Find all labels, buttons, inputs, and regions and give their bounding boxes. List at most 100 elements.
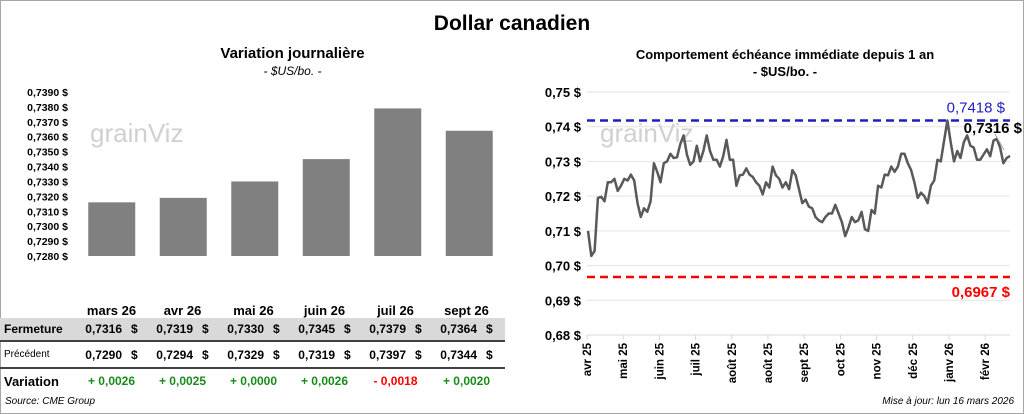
currency-symbol: $ — [273, 347, 280, 362]
y-tick-label: 0,7350 $ — [27, 147, 68, 159]
price-line — [586, 119, 1011, 258]
currency-symbol: $ — [344, 322, 351, 336]
table-header: mars 26 avr 26 mai 26 juin 26 juil 26 se… — [0, 298, 505, 322]
table-row-previous: Précédent 0,7290 $ 0,7294 $ 0,7329 $ 0,7319… — [0, 342, 505, 369]
cell-value: 0,7294 — [156, 347, 193, 362]
col-header: mai 26 — [233, 302, 274, 318]
last-value-label: 0,7316 $ — [964, 120, 1023, 137]
bar-mars-26 — [88, 202, 136, 256]
x-tick-label: oct 25 — [835, 342, 847, 376]
x-tick-label: août 25 — [727, 342, 739, 383]
y-tick-label: 0,7330 $ — [27, 176, 68, 188]
x-tick-label: févr 26 — [980, 343, 992, 380]
row-label: Variation — [4, 373, 59, 389]
y-tick-label: 0,7280 $ — [27, 251, 68, 263]
table-cell: 0,7294 $ — [147, 348, 218, 362]
bar-chart-subtitle: - $US/bo. - — [263, 64, 322, 78]
y-tick-label: 0,7340 $ — [27, 162, 68, 174]
watermark: grainViz — [600, 118, 693, 148]
y-tick-label: 0,7310 $ — [27, 206, 68, 218]
col-header: avr 26 — [163, 302, 202, 318]
table-row-close: Fermeture 0,7316 $ 0,7319 $ 0,7330 $ 0,7345… — [0, 318, 505, 342]
variation-value: + 0,0000 — [229, 374, 278, 388]
x-tick-label: nov 25 — [872, 342, 884, 379]
table-cell: 0,7364 $ — [431, 322, 502, 336]
x-tick-label: juin 25 — [654, 342, 666, 380]
line-chart-subtitle: - $US/bo. - — [752, 64, 818, 79]
col-header: mars 26 — [86, 302, 137, 318]
cell-value: 0,7319 — [156, 322, 193, 336]
table-row-variation: Variation + 0,0026 + 0,0025 + 0,0000 + 0… — [0, 369, 505, 393]
cell-value: 0,7290 — [85, 347, 122, 362]
cell-value: 0,7316 — [85, 322, 122, 336]
bar-mai-26 — [231, 181, 279, 256]
y-tick-label: 0,7380 $ — [27, 102, 68, 114]
x-tick-label: sept 25 — [799, 342, 811, 382]
variation-value: + 0,0026 — [87, 374, 136, 388]
y-tick-label: 0,7390 $ — [27, 87, 68, 99]
y-tick-label: 0,68 $ — [545, 328, 582, 343]
y-tick-label: 0,7290 $ — [27, 236, 68, 248]
y-tick-label: 0,7320 $ — [27, 191, 68, 203]
cell-value: 0,7319 — [298, 347, 335, 362]
table-cell: 0,7397 $ — [360, 348, 431, 362]
bar-chart-title: Variation journalière — [220, 45, 365, 62]
currency-symbol: $ — [202, 347, 209, 362]
y-tick-label: 0,7370 $ — [27, 117, 68, 129]
bar-juil-26 — [374, 108, 422, 257]
watermark: grainViz — [90, 118, 183, 148]
table-cell: 0,7330 $ — [218, 322, 289, 336]
reference-label: 0,7418 $ — [947, 99, 1006, 116]
currency-symbol: $ — [131, 347, 138, 362]
x-tick-label: janv 26 — [944, 343, 956, 383]
table-cell: 0,7329 $ — [218, 348, 289, 362]
table-cell: 0,7290 $ — [76, 348, 147, 362]
y-tick-label: 0,73 $ — [545, 154, 582, 169]
y-tick-label: 0,74 $ — [545, 120, 582, 135]
cell-value: 0,7397 — [369, 347, 406, 362]
table-cell: 0,7319 $ — [147, 322, 218, 336]
x-tick-label: déc 25 — [908, 342, 920, 378]
bar-avr-26 — [159, 197, 207, 256]
y-tick-label: 0,69 $ — [545, 293, 582, 308]
update-date: Mise à jour: lun 16 mars 2026 — [882, 396, 1014, 407]
currency-symbol: $ — [486, 322, 493, 336]
table-cell: 0,7344 $ — [431, 348, 502, 362]
row-label: Précédent — [4, 349, 50, 360]
variation-value: + 0,0020 — [442, 374, 491, 388]
table-cell: 0,7345 $ — [289, 322, 360, 336]
currency-symbol: $ — [202, 322, 209, 336]
cell-value: 0,7344 — [440, 347, 477, 362]
cell-value: 0,7379 — [369, 322, 406, 336]
y-tick-label: 0,70 $ — [545, 259, 582, 274]
last-label-leader — [994, 133, 1005, 151]
currency-symbol: $ — [415, 322, 422, 336]
line-chart-title: Comportement échéance immédiate depuis 1… — [635, 47, 935, 62]
x-tick-label: août 25 — [763, 342, 775, 383]
y-tick-label: 0,7300 $ — [27, 221, 68, 233]
col-header: sept 26 — [444, 302, 489, 318]
y-tick-label: 0,75 $ — [545, 85, 582, 100]
variation-value: - 0,0018 — [373, 374, 418, 388]
bar-juin-26 — [302, 159, 350, 256]
row-label: Fermeture — [4, 322, 63, 336]
y-tick-label: 0,7360 $ — [27, 132, 68, 144]
y-tick-label: 0,71 $ — [545, 224, 582, 239]
cell-value: 0,7345 — [298, 322, 335, 336]
col-header: juin 26 — [303, 302, 346, 318]
currency-symbol: $ — [131, 322, 138, 336]
currency-symbol: $ — [273, 322, 280, 336]
x-tick-label: avr 25 — [582, 342, 594, 376]
currency-symbol: $ — [486, 347, 493, 362]
variation-value: + 0,0025 — [158, 374, 207, 388]
currency-symbol: $ — [344, 347, 351, 362]
source-note: Source: CME Group — [5, 396, 96, 407]
variation-value: + 0,0026 — [300, 374, 349, 388]
x-tick-label: mai 25 — [618, 342, 630, 378]
page-title: Dollar canadien — [433, 12, 591, 35]
reference-label: 0,6967 $ — [952, 284, 1011, 301]
cell-value: 0,7364 — [440, 322, 477, 336]
bar-sept-26 — [445, 130, 493, 256]
cell-value: 0,7330 — [227, 322, 264, 336]
